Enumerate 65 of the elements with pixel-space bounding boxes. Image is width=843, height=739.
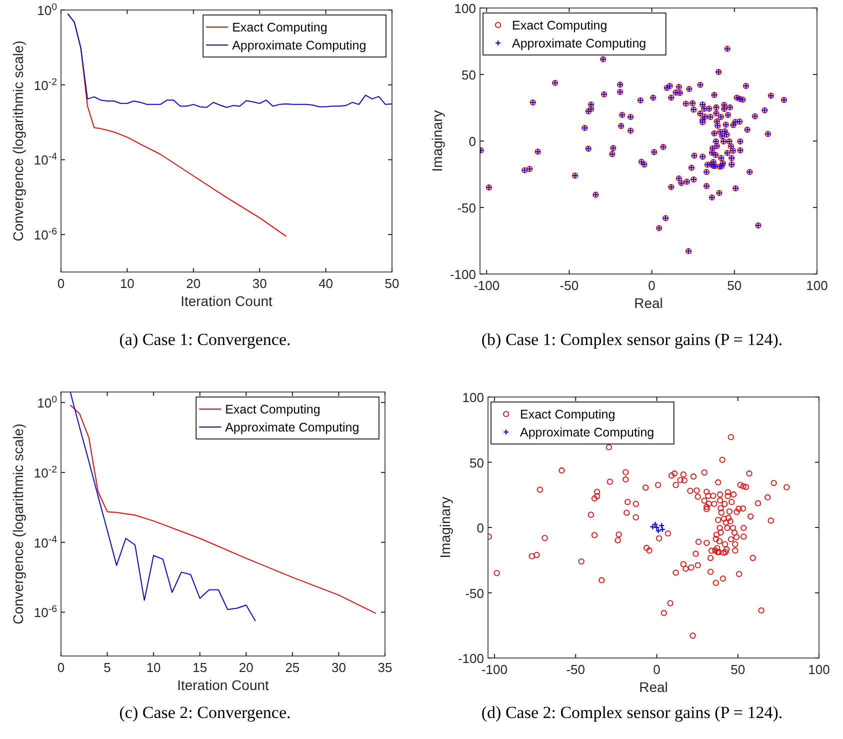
x-tick-label: 100 <box>806 278 828 293</box>
x-axis-title: Iteration Count <box>180 293 273 309</box>
line-series <box>67 13 392 108</box>
x-tick-label: 20 <box>238 660 254 675</box>
x-tick-label: 15 <box>192 660 208 675</box>
x-tick-label: 5 <box>104 660 111 675</box>
y-tick-label: 0 <box>468 134 476 149</box>
y-tick-label: 100 <box>462 390 484 405</box>
y-tick-label: 100 <box>454 1 476 16</box>
x-axis-title: Real <box>639 679 668 695</box>
x-tick-label: 100 <box>808 662 830 677</box>
x-tick-label: 20 <box>186 276 201 291</box>
x-tick-label: 0 <box>653 662 660 677</box>
point <box>655 528 662 534</box>
y-tick-label: 10$^{-2}$ <box>34 464 57 480</box>
y-tick-label: -50 <box>457 200 476 216</box>
y-tick-label: 10$^{0}$ <box>37 2 58 18</box>
x-tick-label: 50 <box>727 278 742 293</box>
legend-label: Exact Computing <box>520 408 616 422</box>
legend-label: Approximate Computing <box>512 36 646 50</box>
x-tick-label: 50 <box>384 276 400 291</box>
point <box>650 524 656 530</box>
y-tick-label: 10$^{0}$ <box>37 394 58 411</box>
y-tick-label: 50 <box>470 455 484 470</box>
point <box>654 524 660 531</box>
y-axis-title: Imaginary <box>429 110 445 172</box>
x-tick-label: 35 <box>378 660 392 675</box>
legend-label: Exact Computing <box>512 18 608 32</box>
point <box>659 526 666 533</box>
text: (b) Case 1: Complex sensor gains (P = 124). <box>481 330 783 349</box>
x-tick-label: 40 <box>318 276 334 291</box>
legend-label: Approximate Computing <box>520 426 654 440</box>
y-tick-label: 0 <box>476 520 484 536</box>
y-axis-title: Imaginary <box>437 496 453 558</box>
x-tick-label: 10 <box>120 276 134 291</box>
text: (a) Case 1: Convergence. <box>119 330 291 349</box>
y-tick-label: 10$^{-4}$ <box>34 151 58 168</box>
legend-label: Approximate Computing <box>232 38 366 52</box>
legend-label: Exact Computing <box>225 402 320 416</box>
legend-label: Exact Computing <box>232 20 328 34</box>
text: (d) Case 2: Complex sensor gains (P = 124). <box>481 703 783 722</box>
y-tick-label: 10$^{-6}$ <box>34 226 57 243</box>
y-tick-label: 10$^{-2}$ <box>34 76 57 93</box>
x-tick-label: 25 <box>285 660 300 675</box>
x-tick-label: -50 <box>560 278 579 293</box>
legend-label: Approximate Computing <box>225 420 360 434</box>
x-tick-label: 0 <box>648 278 656 293</box>
y-tick-label: 10$^{-4}$ <box>34 534 58 550</box>
x-axis-title: Iteration Count <box>177 677 270 693</box>
x-tick-label: -100 <box>481 662 508 677</box>
point <box>658 522 665 529</box>
x-tick-label: 50 <box>730 662 746 677</box>
y-tick-label: 10$^{-6}$ <box>34 604 57 620</box>
y-axis-title: Convergence (logarithmic scale) <box>10 40 26 242</box>
y-tick-label: -50 <box>465 586 484 601</box>
x-tick-label: 10 <box>146 660 161 675</box>
text: (c) Case 2: Convergence. <box>119 703 291 722</box>
x-axis-title: Real <box>634 295 663 311</box>
line-series <box>70 404 376 614</box>
x-tick-label: 30 <box>252 276 267 291</box>
x-tick-label: 30 <box>331 660 346 675</box>
y-tick-label: 50 <box>462 68 476 82</box>
y-axis-title: Convergence (logarithmic scale) <box>10 424 26 624</box>
x-tick-label: -50 <box>566 662 586 677</box>
point <box>652 521 658 528</box>
